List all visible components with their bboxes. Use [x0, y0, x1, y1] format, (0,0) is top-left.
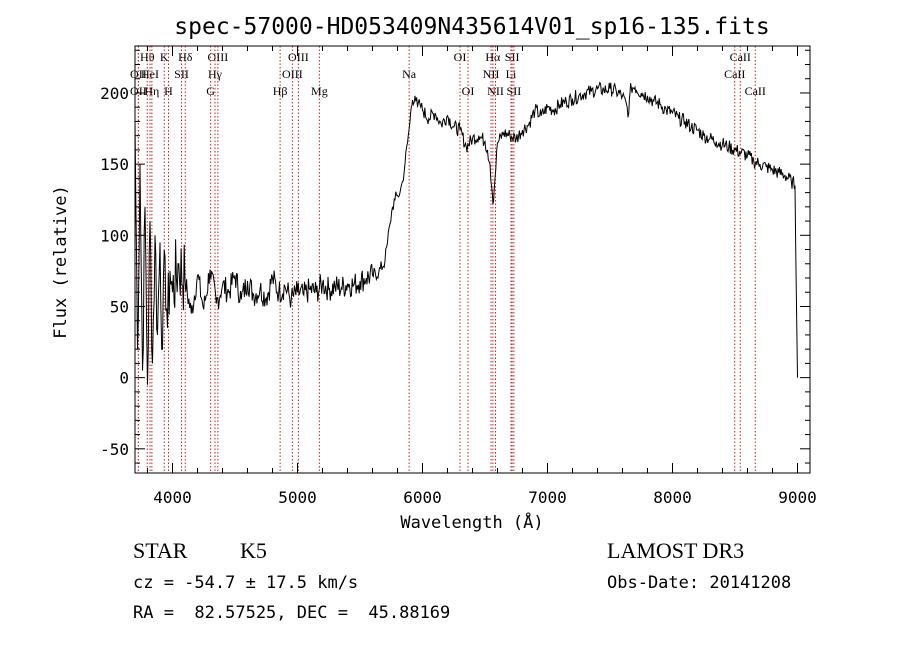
spectral-line-label: NII: [483, 67, 500, 81]
y-tick-label: 0: [119, 369, 129, 388]
spectral-line-label: Hθ: [140, 50, 155, 64]
axis-ticks: 4000 5000 6000 7000 8000 9000 -50 0 50 100 150 200: [100, 46, 817, 507]
x-tick-label: 6000: [403, 488, 442, 507]
y-tick-label: 100: [100, 226, 129, 245]
spectral-line-label: OI: [454, 50, 467, 64]
y-tick-label: 150: [100, 155, 129, 174]
spectral-line-label: OIII: [288, 50, 309, 64]
spectral-line-label: Mg: [311, 84, 328, 98]
survey-name: LAMOST DR3: [607, 538, 745, 563]
spectral-line-label: SII: [505, 50, 520, 64]
spectral-line-label: OI: [462, 84, 475, 98]
spectral-line-label: OIII: [208, 50, 229, 64]
spectral-line-label: Hβ: [273, 84, 288, 98]
spectral-line-label: Li: [506, 67, 517, 81]
y-tick-label: 200: [100, 84, 129, 103]
x-tick-label: 4000: [153, 488, 192, 507]
spectral-line-label: SII: [507, 84, 522, 98]
x-tick-label: 8000: [653, 488, 692, 507]
spectral-line-label: H: [164, 84, 173, 98]
redshift-cz: cz = -54.7 ± 17.5 km/s: [133, 573, 359, 593]
x-axis-label: Wavelength (Å): [400, 511, 543, 533]
spectral-line-label: Hδ: [178, 50, 193, 64]
x-tick-label: 5000: [278, 488, 317, 507]
spectral-line-label: Na: [402, 67, 417, 81]
spectral-line-label: NII: [487, 84, 504, 98]
spectral-line-label: OIII: [282, 67, 303, 81]
x-tick-label: 9000: [778, 488, 817, 507]
x-tick-label: 7000: [528, 488, 567, 507]
spectral-line-label: Hγ: [208, 67, 223, 81]
y-tick-label: 50: [110, 297, 129, 316]
subclass: K5: [240, 538, 267, 563]
spectral-line-label: Hα: [485, 50, 501, 64]
flux-series-line: [134, 81, 798, 385]
coordinates: RA = 82.57525, DEC = 45.88169: [133, 603, 451, 623]
spectral-line-label: CaII: [730, 50, 751, 64]
object-class: STAR: [133, 538, 188, 563]
spectral-line-label: CaII: [724, 67, 745, 81]
spectral-line-label: G: [206, 84, 215, 98]
y-tick-label: -50: [100, 440, 129, 459]
chart-title: spec-57000-HD053409N435614V01_sp16-135.f…: [174, 14, 769, 40]
spectral-line-label: SII: [174, 67, 189, 81]
y-axis-label: Flux (relative): [51, 185, 71, 339]
spectral-line-label: Hη: [144, 84, 159, 98]
obs-date: Obs-Date: 20141208: [607, 573, 792, 593]
plot-frame: [134, 45, 811, 474]
spectral-line-label: OII: [130, 84, 147, 98]
spectral-line-label: K: [160, 50, 169, 64]
spectral-line-label: HeI: [141, 67, 159, 81]
spectral-line-label: CaII: [745, 84, 766, 98]
